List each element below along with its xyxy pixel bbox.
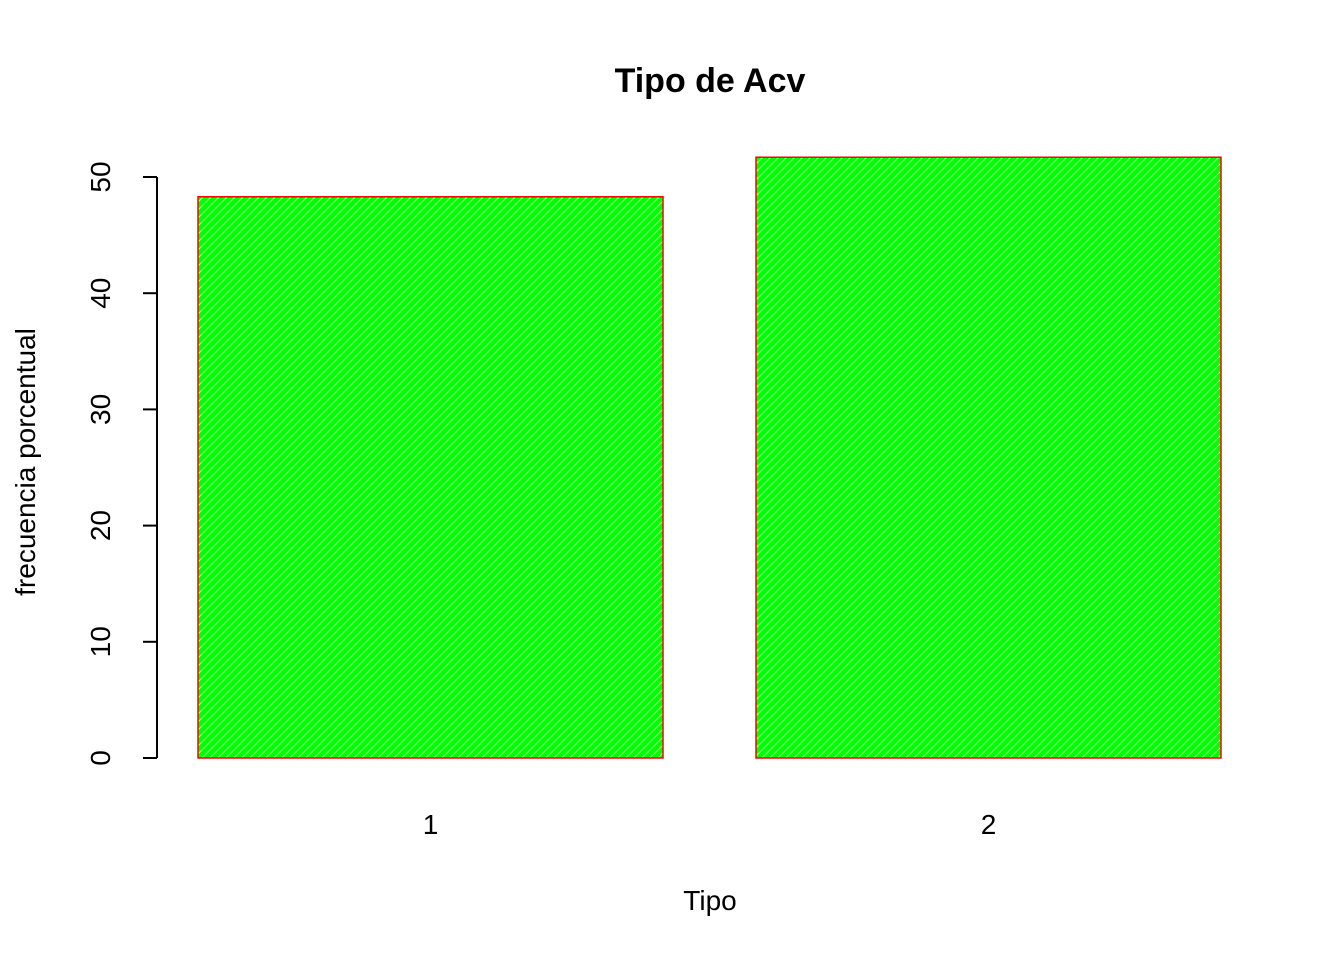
y-tick-label: 30: [85, 394, 116, 425]
bar-hatch: [755, 156, 1222, 759]
x-axis-label: Tipo: [683, 885, 736, 916]
x-tick-label: 2: [981, 809, 997, 840]
bar-1: [197, 196, 664, 759]
x-tick-label: 1: [423, 809, 439, 840]
chart-title: Tipo de Acv: [615, 62, 806, 100]
bar-hatch: [197, 196, 664, 759]
y-tick-label: 10: [85, 626, 116, 657]
y-tick-label: 50: [85, 161, 116, 192]
y-tick-label: 20: [85, 510, 116, 541]
y-tick-label: 0: [85, 750, 116, 766]
bar-2: [755, 156, 1222, 759]
y-axis-label: frecuencia porcentual: [10, 328, 41, 596]
bars-group: [197, 156, 1222, 759]
y-axis: 0 10 20 30 40 50: [85, 161, 158, 766]
y-tick-label: 40: [85, 278, 116, 309]
